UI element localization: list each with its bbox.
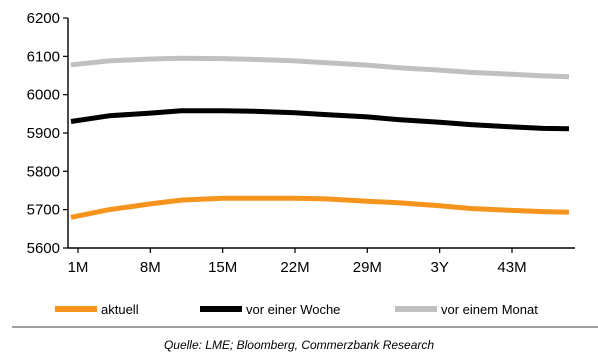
legend-swatch [395, 306, 437, 312]
series-line-1 [70, 195, 570, 220]
legend-label: vor einem Monat [441, 301, 538, 317]
y-tick-label: 6200 [27, 10, 60, 27]
y-tick-label: 6000 [27, 87, 60, 104]
x-axis-ticks: 1M 8M 15M 22M 29M 3Y 43M [68, 248, 527, 276]
y-tick-label: 5800 [27, 163, 60, 180]
legend-swatch [200, 306, 242, 312]
x-tick-label: 29M [353, 259, 382, 276]
x-tick-label: 15M [208, 259, 237, 276]
source-note: Quelle: LME; Bloomberg, Commerzbank Rese… [163, 338, 435, 352]
x-tick-label: 3Y [430, 259, 448, 276]
y-tick-label: 5700 [27, 202, 60, 219]
x-tick-label: 1M [68, 259, 89, 276]
legend-label: vor einer Woche [246, 301, 341, 317]
y-axis-ticks: 5600 5700 5800 5900 6000 6100 6200 [27, 10, 68, 257]
legend-item-3: vor einem Monat [395, 298, 538, 320]
y-tick-label: 6100 [27, 48, 60, 65]
series-lines [70, 55, 570, 220]
legend-item-2: vor einer Woche [200, 298, 340, 320]
legend-label: aktuell [101, 301, 139, 317]
x-tick-label: 22M [280, 259, 309, 276]
series-line-3 [70, 55, 570, 80]
series-line-2 [70, 108, 570, 132]
legend-swatch [55, 306, 97, 312]
x-tick-label: 43M [497, 259, 526, 276]
y-tick-label: 5900 [27, 125, 60, 142]
x-tick-label: 8M [140, 259, 161, 276]
legend-item-1: aktuell [55, 298, 139, 320]
divider-line [12, 326, 598, 328]
chart-legend: aktuell vor einer Woche vor einem Monat [55, 298, 595, 320]
line-chart: 5600 5700 5800 5900 6000 6100 6200 1M 8M 15M 22M 2… [27, 10, 575, 276]
y-tick-label: 5600 [27, 240, 60, 257]
